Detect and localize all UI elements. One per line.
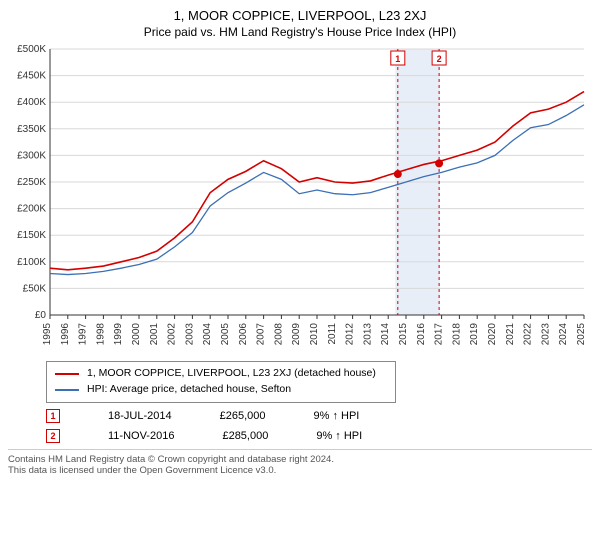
svg-text:£200K: £200K: [17, 204, 46, 215]
svg-text:1998: 1998: [95, 323, 106, 346]
legend-row-hpi: HPI: Average price, detached house, Seft…: [55, 382, 387, 398]
svg-text:2018: 2018: [451, 323, 462, 346]
svg-text:£0: £0: [35, 310, 47, 321]
svg-text:2015: 2015: [398, 323, 409, 346]
transaction-marker: 2: [46, 429, 60, 443]
transaction-delta: 9% ↑ HPI: [313, 410, 359, 422]
svg-text:1995: 1995: [42, 323, 53, 346]
svg-text:2005: 2005: [220, 323, 231, 346]
svg-text:1: 1: [395, 54, 400, 64]
svg-text:£300K: £300K: [17, 150, 46, 161]
transactions-table: 1 18-JUL-2014 £265,000 9% ↑ HPI 2 11-NOV-2016…: [46, 409, 592, 443]
svg-text:2021: 2021: [505, 323, 516, 346]
svg-text:2025: 2025: [576, 323, 587, 346]
svg-text:2022: 2022: [523, 323, 534, 346]
svg-text:1996: 1996: [60, 323, 71, 346]
svg-text:1997: 1997: [78, 323, 89, 346]
svg-text:2004: 2004: [202, 323, 213, 346]
svg-text:£150K: £150K: [17, 230, 46, 241]
transaction-price: £265,000: [220, 410, 266, 422]
transaction-marker: 1: [46, 409, 60, 423]
svg-text:2010: 2010: [309, 323, 320, 346]
transaction-date: 18-JUL-2014: [108, 410, 172, 422]
legend-row-property: 1, MOOR COPPICE, LIVERPOOL, L23 2XJ (det…: [55, 366, 387, 382]
svg-text:£250K: £250K: [17, 177, 46, 188]
svg-text:£350K: £350K: [17, 124, 46, 135]
legend-swatch-property: [55, 373, 79, 375]
svg-text:2003: 2003: [184, 323, 195, 346]
svg-text:£50K: £50K: [23, 283, 47, 294]
svg-text:2014: 2014: [380, 323, 391, 346]
svg-text:1999: 1999: [113, 323, 124, 346]
svg-text:£500K: £500K: [17, 45, 46, 55]
footer-line-1: Contains HM Land Registry data © Crown c…: [8, 454, 592, 465]
svg-text:2: 2: [437, 54, 442, 64]
svg-text:2019: 2019: [469, 323, 480, 346]
svg-text:2002: 2002: [167, 323, 178, 346]
legend-label-property: 1, MOOR COPPICE, LIVERPOOL, L23 2XJ (det…: [87, 366, 376, 382]
page-title: 1, MOOR COPPICE, LIVERPOOL, L23 2XJ: [8, 8, 592, 23]
price-chart: £0 £50K £100K £150K £200K £250K £300K £350K £400…: [8, 45, 592, 355]
svg-text:2020: 2020: [487, 323, 498, 346]
svg-text:2023: 2023: [540, 323, 551, 346]
footer-attribution: Contains HM Land Registry data © Crown c…: [8, 449, 592, 476]
transaction-date: 11-NOV-2016: [108, 430, 174, 442]
svg-text:£400K: £400K: [17, 97, 46, 108]
svg-text:£450K: £450K: [17, 71, 46, 82]
transaction-price: £285,000: [222, 430, 268, 442]
svg-text:2013: 2013: [362, 323, 373, 346]
svg-text:2009: 2009: [291, 323, 302, 346]
legend-swatch-hpi: [55, 389, 79, 391]
transaction-row: 2 11-NOV-2016 £285,000 9% ↑ HPI: [46, 429, 592, 443]
svg-text:2011: 2011: [327, 323, 338, 345]
footer-line-2: This data is licensed under the Open Gov…: [8, 465, 592, 476]
svg-text:£100K: £100K: [17, 257, 46, 268]
svg-text:2017: 2017: [434, 323, 445, 346]
transaction-delta: 9% ↑ HPI: [316, 430, 362, 442]
legend: 1, MOOR COPPICE, LIVERPOOL, L23 2XJ (det…: [46, 361, 396, 403]
svg-text:2016: 2016: [416, 323, 427, 346]
transaction-row: 1 18-JUL-2014 £265,000 9% ↑ HPI: [46, 409, 592, 423]
svg-text:2000: 2000: [131, 323, 142, 346]
svg-text:2006: 2006: [238, 323, 249, 346]
page-subtitle: Price paid vs. HM Land Registry's House …: [8, 25, 592, 39]
svg-text:2012: 2012: [345, 323, 356, 346]
svg-text:2024: 2024: [558, 323, 569, 346]
legend-label-hpi: HPI: Average price, detached house, Seft…: [87, 382, 291, 398]
svg-text:2001: 2001: [149, 323, 160, 346]
svg-text:2007: 2007: [256, 323, 267, 346]
svg-text:2008: 2008: [273, 323, 284, 346]
